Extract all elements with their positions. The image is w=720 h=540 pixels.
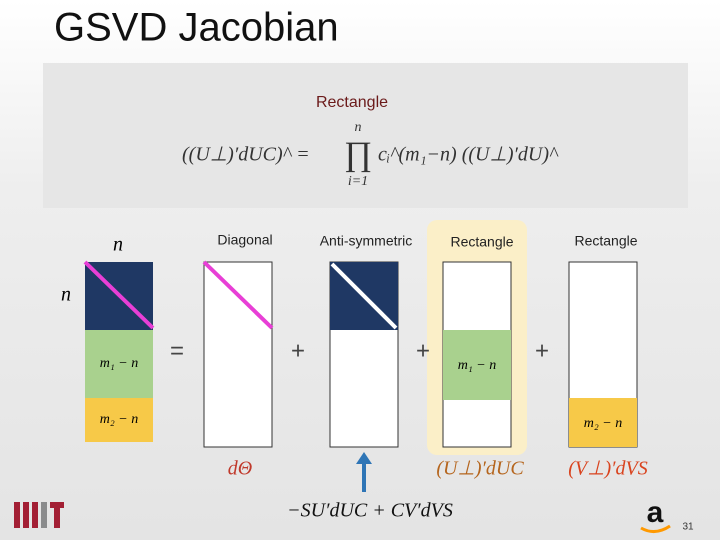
formula-lower: i=1 [348,174,368,189]
block-label: m₁ − n [458,358,496,373]
operator: + [416,337,430,364]
formula-right: cᵢ^(m₁−n) ((U⊥)′dU)^ [378,144,559,166]
column-label: Anti-symmetric [320,233,413,249]
amazon-logo: a [640,496,671,533]
formula-product: ∏ [344,136,372,173]
block-label: m₁ − n [100,356,138,371]
dim-rows: n [61,284,71,306]
operator: + [291,337,305,364]
formula-left: ((U⊥)′dUC)^ = [182,144,310,166]
svg-text:a: a [647,496,664,529]
slide-title: GSVD Jacobian [54,6,339,50]
term: dΘ [228,458,252,480]
operator: = [170,337,184,364]
block-label: m₂ − n [100,412,138,427]
formula-box [43,63,688,208]
diagonal [83,260,155,330]
block-m2 [569,398,637,447]
block-m1 [85,330,153,398]
term: (U⊥)′dUC [436,458,524,480]
arrow-head [356,452,372,464]
diagonal [202,260,274,330]
term: −SU′dUC + CV′dVS [287,500,453,522]
column-label: Diagonal [217,232,272,248]
dim-cols: n [113,234,123,256]
block-m2 [85,398,153,442]
column-label: Rectangle [450,234,513,250]
column-label: Rectangle [574,233,637,249]
term: (V⊥)′dVS [568,458,648,480]
matrix [203,261,273,448]
operator: + [535,337,549,364]
diagonal [330,262,398,330]
block-label: m₂ − n [584,416,622,431]
box-label: Rectangle [316,94,388,111]
mit-logo [14,502,64,528]
formula-upper: n [355,120,362,135]
block-m1 [443,330,511,400]
page-number: 31 [682,522,694,533]
